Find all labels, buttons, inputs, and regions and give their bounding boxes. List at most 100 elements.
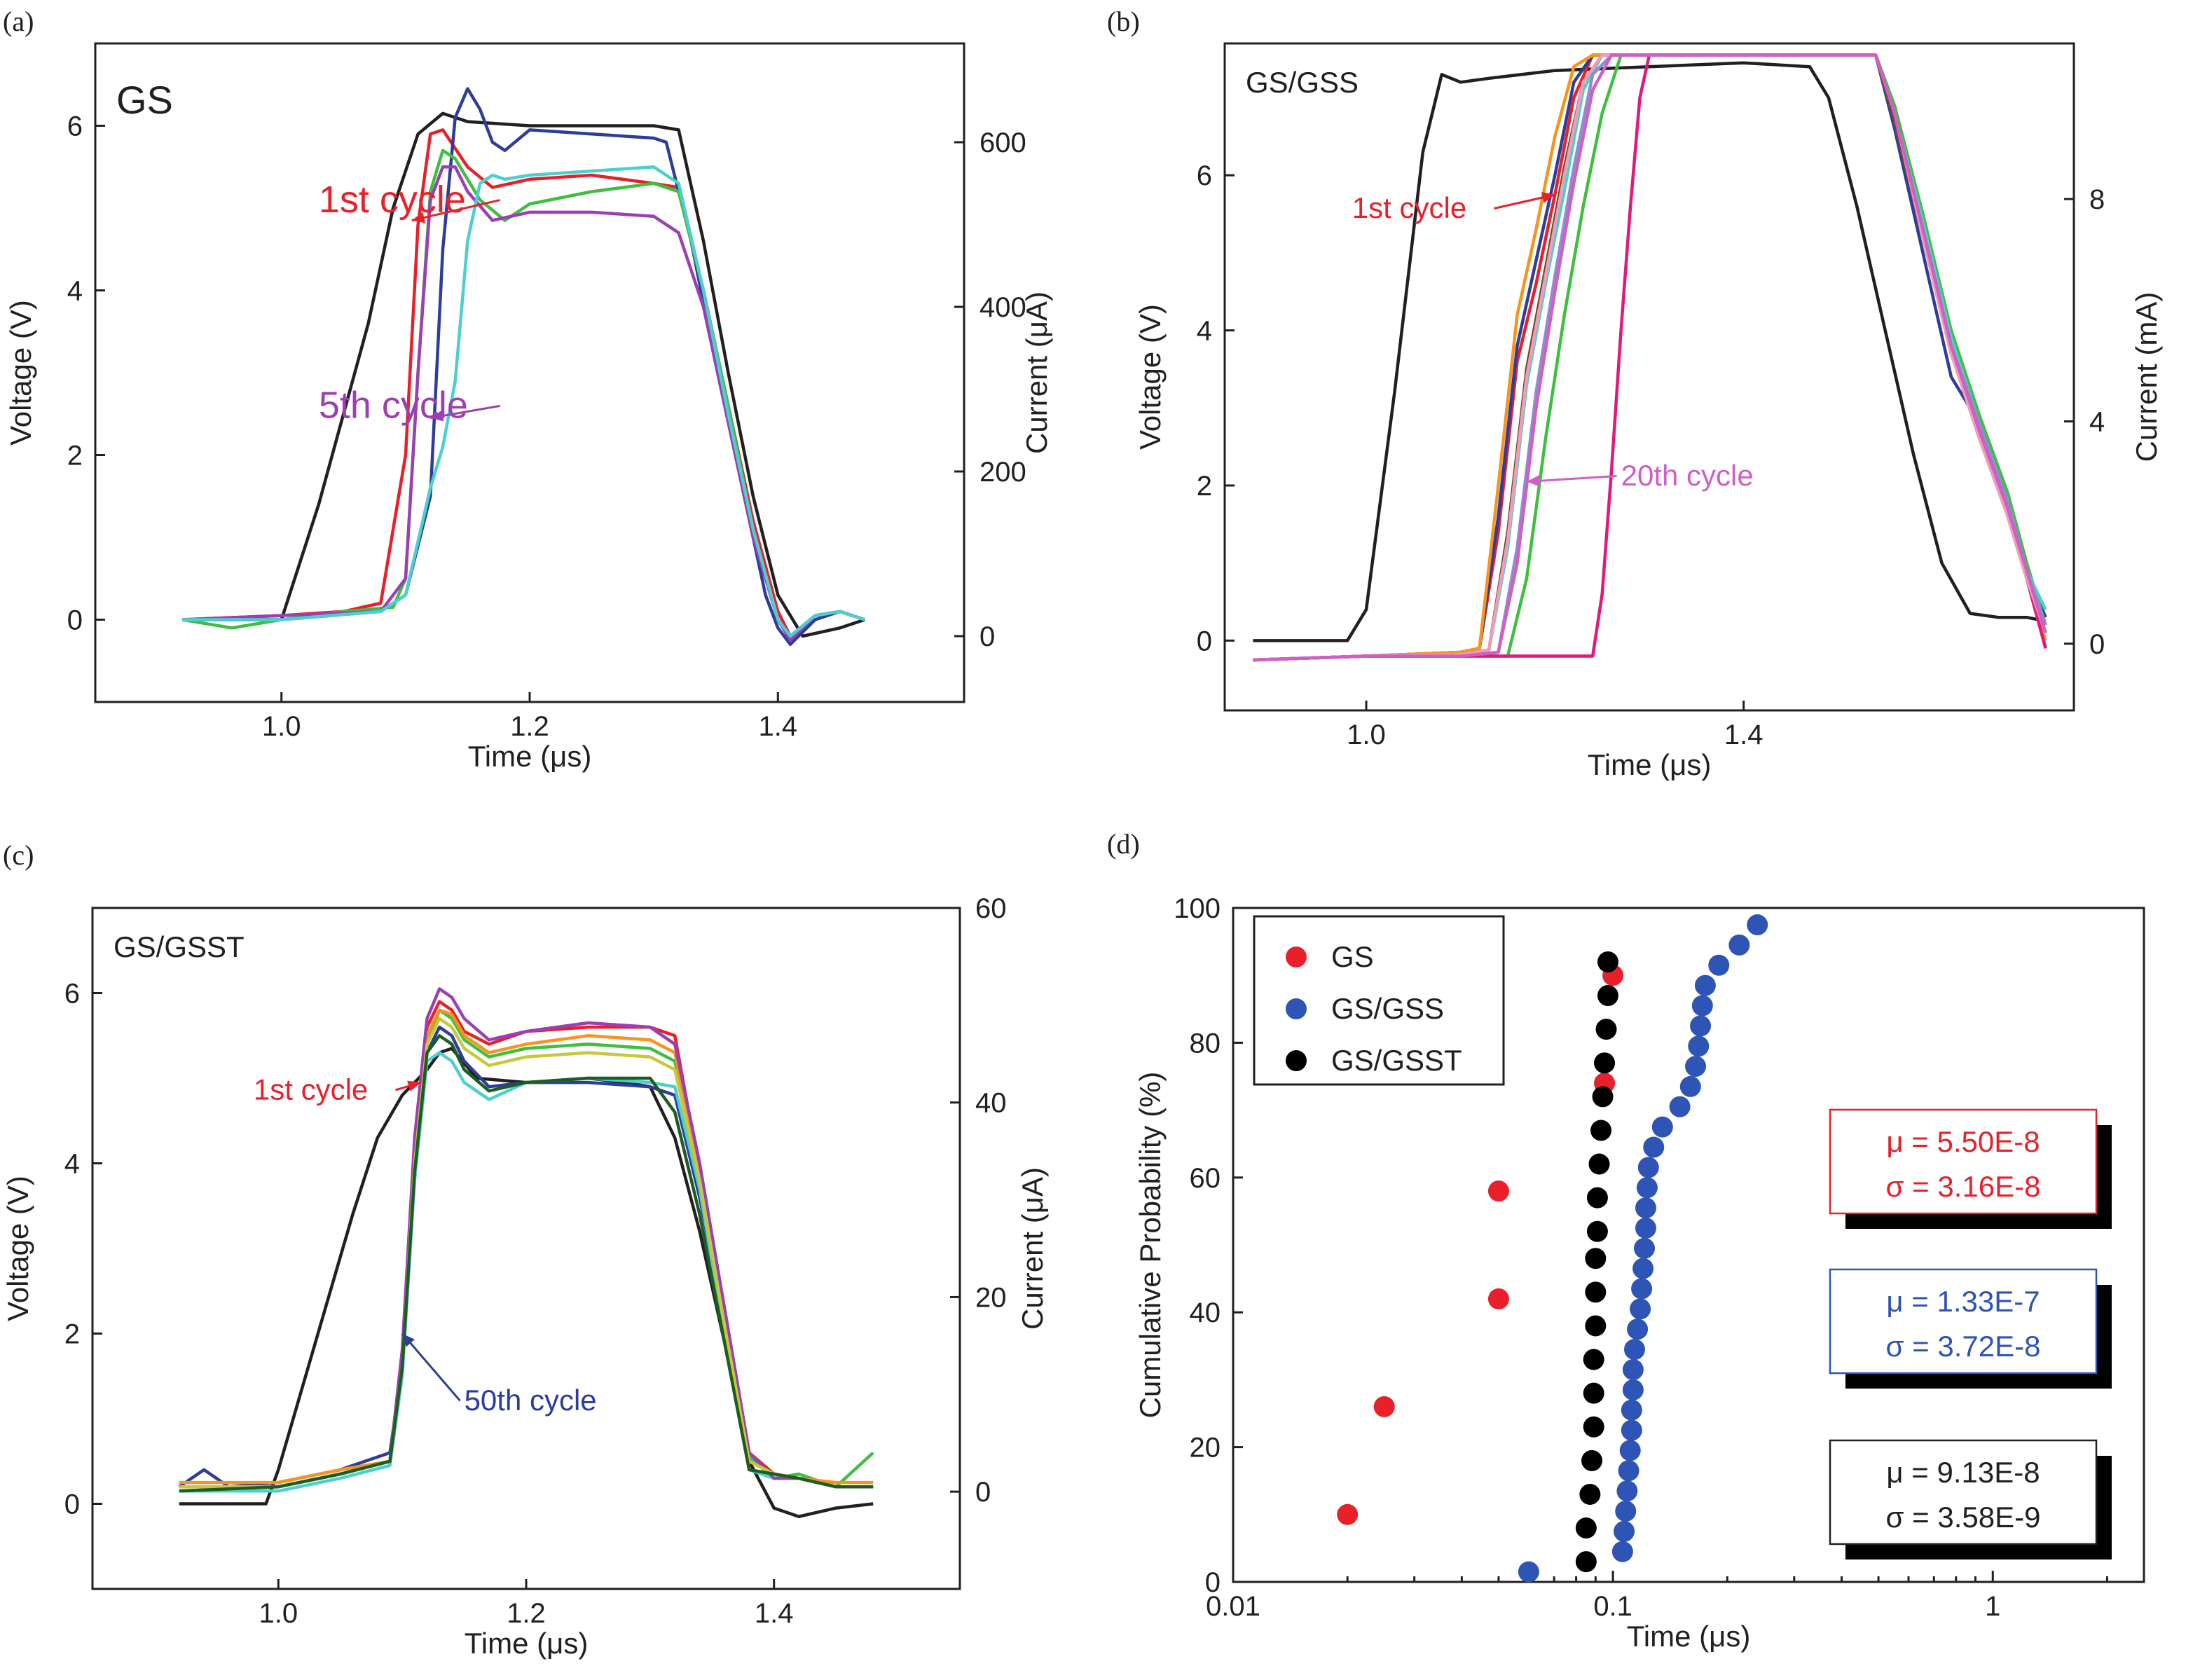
data-point-gs-gss <box>1635 1197 1656 1219</box>
annotation-label: 5th cycle <box>319 385 468 427</box>
y2-tick-label: 0 <box>975 1477 991 1508</box>
data-point-gs-gsst <box>1597 985 1618 1007</box>
stat-mu: μ = 5.50E-8 <box>1886 1125 2040 1158</box>
y2-axis-title: Current (mA) <box>2130 292 2163 462</box>
x-tick-label: 0.01 <box>1206 1591 1260 1622</box>
y-axis-title: Voltage (V) <box>1134 304 1167 450</box>
series-line-2 <box>181 128 866 638</box>
data-point-gs-gss <box>1747 914 1768 936</box>
stat-box <box>1829 1108 2098 1215</box>
stat-box <box>1829 1439 2098 1545</box>
data-point-gs-gss <box>1621 1399 1642 1421</box>
y-tick-label: 6 <box>1197 160 1212 191</box>
y2-tick-label: 600 <box>979 128 1026 158</box>
panel-label-a: (a) <box>3 6 34 37</box>
y-tick-label: 0 <box>67 605 83 636</box>
data-point-gs <box>1373 1396 1395 1417</box>
data-point-gs-gsst <box>1590 1120 1612 1141</box>
data-point-gs-gss <box>1637 1157 1659 1178</box>
data-point-gs-gss <box>1611 1541 1633 1562</box>
data-point-gs-gsst <box>1581 1450 1603 1471</box>
x-tick-label: 1.2 <box>510 711 549 742</box>
y-axis-title: Cumulative Probability (%) <box>1134 1072 1167 1419</box>
annotation-arrowhead <box>407 1080 421 1092</box>
y2-tick-label: 4 <box>2089 406 2105 437</box>
data-point-gs-gss <box>1685 1056 1707 1077</box>
data-point-gs-gss <box>1691 995 1713 1017</box>
data-point-gs-gss <box>1623 1339 1645 1361</box>
data-point-gs-gss <box>1728 934 1750 956</box>
inset-title: GS <box>116 78 173 122</box>
y2-tick-label: 200 <box>979 457 1026 488</box>
annotation-arrowhead <box>430 410 444 422</box>
data-point-gs-gss <box>1518 1561 1539 1583</box>
series-line-1 <box>182 111 866 638</box>
data-point-gs-gsst <box>1588 1153 1610 1175</box>
x-tick-label: 1.2 <box>507 1598 546 1629</box>
data-point-gs-gsst <box>1583 1382 1604 1404</box>
y-tick-label: 4 <box>1197 316 1212 347</box>
data-point-gs-gsst <box>1575 1551 1597 1573</box>
x-axis-title: Time (μs) <box>1588 748 1712 781</box>
data-point-gs-gss <box>1688 1035 1710 1057</box>
annotation-arrowhead <box>402 1333 415 1347</box>
stat-mu: μ = 1.33E-7 <box>1886 1285 2040 1318</box>
panel-label-c: (c) <box>3 839 34 871</box>
y-tick-label: 2 <box>64 1319 80 1350</box>
y-tick-label: 60 <box>1190 1163 1221 1194</box>
annotation-arrow <box>411 199 500 222</box>
y2-axis-title: Current (μA) <box>1016 1167 1049 1330</box>
data-point-gs-gss <box>1616 1480 1638 1502</box>
annotation-label: 1st cycle <box>319 179 466 221</box>
y2-tick-label: 400 <box>979 292 1026 323</box>
y-tick-label: 20 <box>1190 1433 1221 1464</box>
y-tick-label: 2 <box>67 441 83 471</box>
data-point-gs-gss <box>1622 1358 1644 1380</box>
annotation-arrow <box>1526 475 1617 483</box>
panel-label-b: (b) <box>1107 6 1140 37</box>
x-tick-label: 1.0 <box>1347 719 1386 750</box>
annotation-arrowhead <box>1541 192 1555 203</box>
data-point-gs-gss <box>1651 1116 1673 1138</box>
stat-sigma: σ = 3.16E-8 <box>1886 1170 2041 1203</box>
data-point-gs-gsst <box>1585 1315 1607 1337</box>
data-point-gs-gss <box>1679 1075 1701 1097</box>
annotation-label: 20th cycle <box>1621 459 1754 492</box>
legend-label: GS/GSST <box>1331 1044 1462 1077</box>
data-point-gs-gss <box>1669 1096 1691 1117</box>
y2-tick-label: 0 <box>2089 629 2105 660</box>
data-point-gs <box>1337 1503 1359 1525</box>
data-point-gs <box>1487 1180 1509 1202</box>
x-tick-label: 1.4 <box>1724 719 1763 750</box>
data-point-gs-gsst <box>1583 1349 1604 1370</box>
data-point-gs-gsst <box>1586 1187 1608 1209</box>
data-point-gs-gsst <box>1575 1517 1597 1539</box>
stat-box <box>1829 1268 2098 1375</box>
data-point-gs-gss <box>1643 1136 1665 1158</box>
data-point-gs-gss <box>1634 1237 1656 1259</box>
legend-label: GS <box>1331 940 1374 973</box>
data-point-gs <box>1487 1288 1509 1309</box>
stat-mu: μ = 9.13E-8 <box>1886 1456 2040 1489</box>
plot-frame <box>1232 907 2145 1583</box>
inset-title: GS/GSST <box>114 930 245 963</box>
x-tick-label: 1.4 <box>755 1598 794 1629</box>
data-point-gs-gss <box>1630 1298 1651 1320</box>
y2-tick-label: 8 <box>2089 184 2105 215</box>
data-point-gs-gss <box>1618 1460 1639 1482</box>
data-point-gs-gss <box>1631 1278 1653 1300</box>
y-tick-label: 2 <box>1197 471 1212 502</box>
x-tick-label: 1.0 <box>262 711 301 742</box>
y-tick-label: 100 <box>1174 893 1221 924</box>
data-point-gs-gss <box>1635 1217 1656 1239</box>
annotation-arrow <box>401 1333 461 1402</box>
data-point-gs-gsst <box>1585 1281 1607 1303</box>
x-tick-label: 1.0 <box>259 1598 298 1629</box>
legend-marker <box>1286 946 1307 968</box>
data-point-gs-gsst <box>1592 1086 1614 1108</box>
y-tick-label: 4 <box>67 276 83 307</box>
data-point-gs-gsst <box>1597 951 1618 972</box>
annotation-arrowhead <box>411 212 426 223</box>
